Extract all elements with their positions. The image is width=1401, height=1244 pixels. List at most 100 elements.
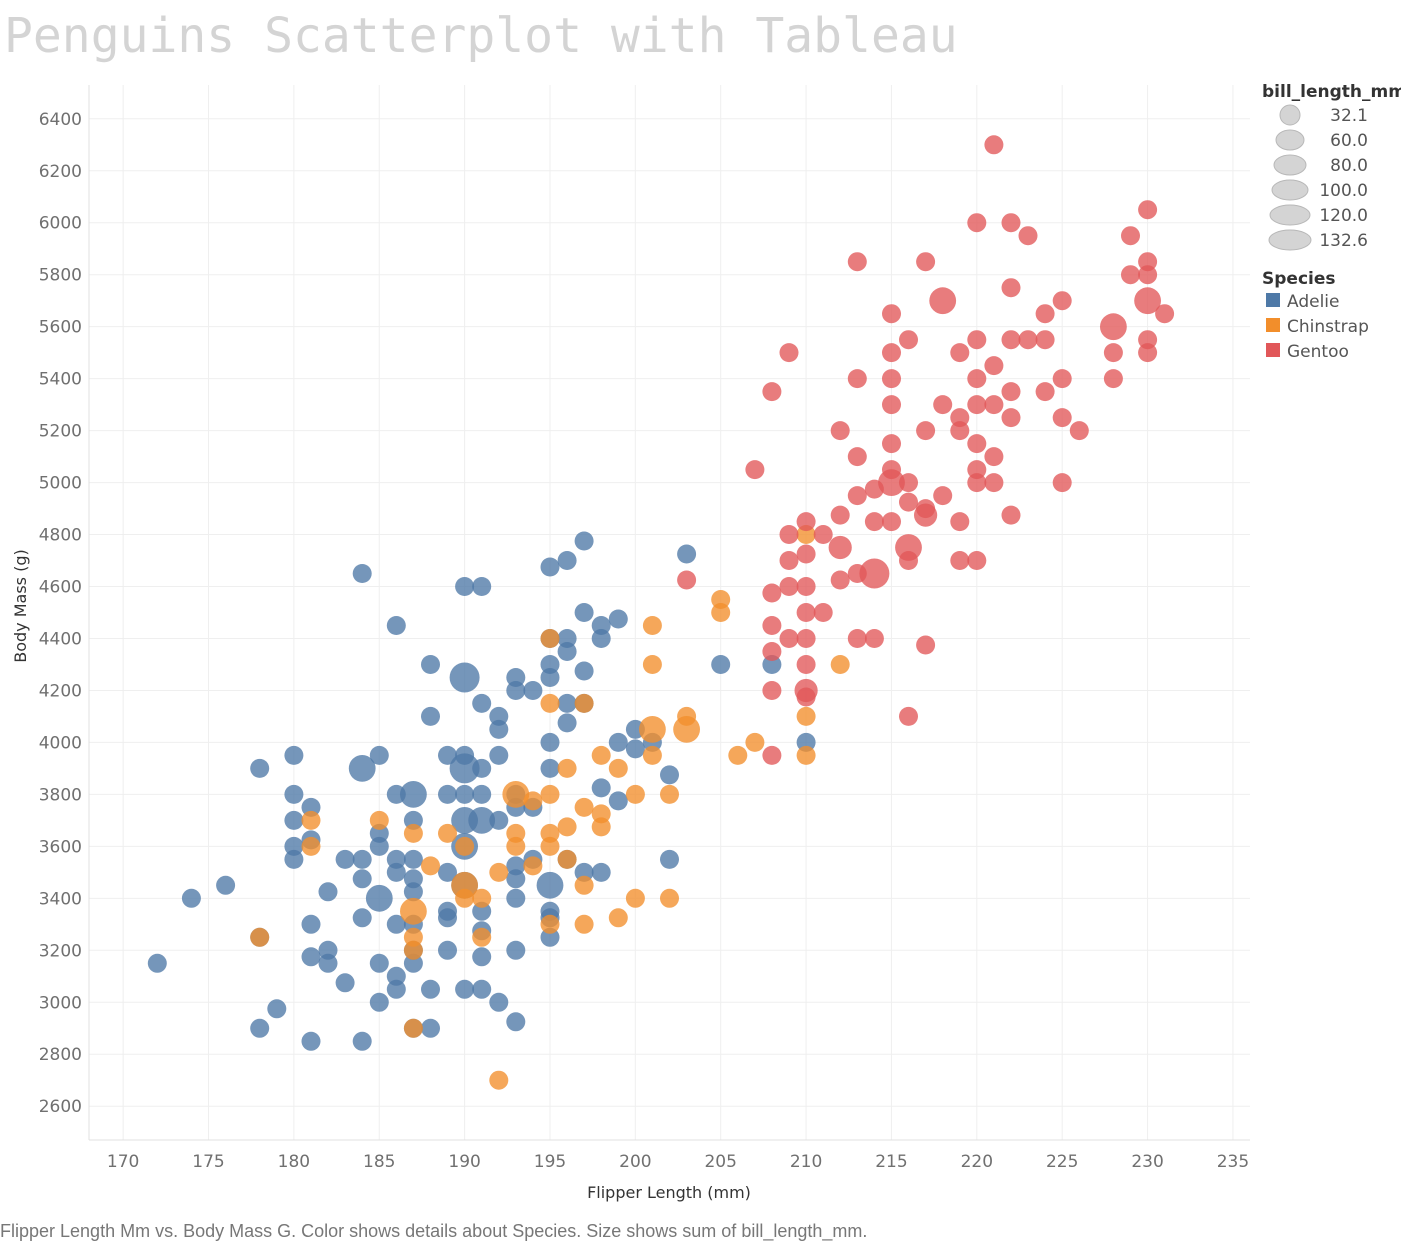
data-point[interactable] [506,888,526,908]
data-point[interactable] [540,732,560,752]
data-point[interactable] [352,869,372,889]
data-point[interactable] [830,505,850,525]
data-point[interactable] [1018,330,1038,350]
data-point[interactable] [557,713,577,733]
data-point[interactable] [813,603,833,622]
data-point[interactable] [1001,330,1021,350]
data-point[interactable] [591,817,611,837]
data-point[interactable] [403,927,423,947]
data-point[interactable] [608,908,628,928]
data-point[interactable] [421,655,440,674]
data-point[interactable] [403,953,423,973]
data-point[interactable] [864,512,884,532]
data-point[interactable] [284,784,304,804]
data-point[interactable] [899,706,918,726]
data-point[interactable] [1103,369,1123,389]
data-point[interactable] [847,252,867,272]
data-point[interactable] [625,739,645,759]
data-point[interactable] [400,897,427,925]
data-point[interactable] [660,784,679,804]
data-point[interactable] [403,882,423,902]
data-point[interactable] [421,979,440,999]
data-point[interactable] [284,836,304,856]
data-point[interactable] [847,369,867,389]
data-point[interactable] [882,343,901,363]
data-point[interactable] [984,395,1004,415]
data-point[interactable] [882,369,901,389]
data-point[interactable] [882,395,901,415]
data-point[interactable] [506,836,526,856]
data-point[interactable] [574,693,594,713]
data-point[interactable] [472,758,492,778]
data-point[interactable] [369,992,389,1012]
data-point[interactable] [878,469,905,496]
data-point[interactable] [967,434,987,454]
data-point[interactable] [779,343,799,363]
data-point[interactable] [403,940,423,960]
data-point[interactable] [1134,287,1161,315]
data-point[interactable] [455,577,475,596]
data-point[interactable] [1035,330,1055,350]
data-point[interactable] [557,642,577,661]
data-point[interactable] [536,871,564,899]
data-point[interactable] [796,629,816,648]
data-point[interactable] [301,797,321,817]
data-point[interactable] [421,706,440,726]
data-point[interactable] [489,810,509,830]
data-point[interactable] [762,681,782,700]
legend-label-gentoo[interactable]: Gentoo [1287,342,1349,362]
data-point[interactable] [386,616,406,635]
data-point[interactable] [489,745,509,765]
data-point[interactable] [540,758,560,778]
data-point[interactable] [352,564,372,583]
data-point[interactable] [216,875,236,895]
data-point[interactable] [421,856,440,876]
data-point[interactable] [506,940,526,960]
data-point[interactable] [557,817,577,837]
data-point[interactable] [540,927,560,947]
data-point[interactable] [284,745,304,765]
data-point[interactable] [386,862,406,882]
data-point[interactable] [967,460,987,480]
data-point[interactable] [950,343,970,363]
data-point[interactable] [386,849,406,869]
data-point[interactable] [967,395,987,415]
data-point[interactable] [557,629,577,648]
data-point[interactable] [967,330,987,350]
data-point[interactable] [899,492,918,512]
data-point[interactable] [745,460,765,480]
data-point[interactable] [506,856,526,876]
data-point[interactable] [796,577,816,596]
data-point[interactable] [352,1031,372,1051]
data-point[interactable] [403,1018,423,1038]
data-point[interactable] [984,447,1004,467]
data-point[interactable] [591,629,611,648]
data-point[interactable] [267,999,287,1019]
data-point[interactable] [984,473,1004,493]
data-point[interactable] [967,213,987,233]
data-point[interactable] [608,609,628,629]
data-point[interactable] [318,882,338,902]
data-point[interactable] [762,616,782,635]
data-point[interactable] [1035,304,1055,324]
data-point[interactable] [472,693,492,713]
data-point[interactable] [984,356,1004,376]
data-point[interactable] [502,781,530,808]
data-point[interactable] [796,745,816,765]
data-point[interactable] [673,716,700,743]
data-point[interactable] [574,914,594,934]
data-point[interactable] [899,330,918,350]
data-point[interactable] [950,551,970,570]
data-point[interactable] [301,947,321,967]
data-point[interactable] [557,849,577,869]
data-point[interactable] [882,304,901,324]
data-point[interactable] [1121,265,1140,285]
legend-label-chinstrap[interactable]: Chinstrap [1287,317,1369,337]
data-point[interactable] [301,810,321,830]
data-point[interactable] [916,635,936,655]
data-point[interactable] [1103,343,1123,363]
data-point[interactable] [449,753,480,784]
data-point[interactable] [1001,408,1021,428]
data-point[interactable] [1052,408,1072,428]
data-point[interactable] [438,940,457,960]
